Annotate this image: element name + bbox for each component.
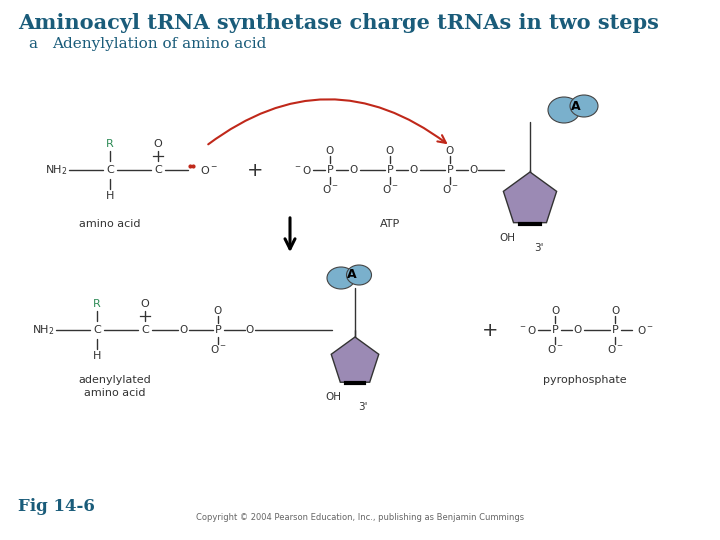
Text: ATP: ATP [380, 219, 400, 229]
Text: O: O [214, 306, 222, 316]
Text: +: + [482, 321, 498, 340]
Text: O: O [386, 146, 394, 156]
Text: A: A [571, 99, 581, 112]
Text: C: C [141, 325, 149, 335]
Text: +: + [247, 160, 264, 179]
Text: R: R [93, 299, 101, 309]
Polygon shape [331, 337, 379, 382]
Text: Adenylylation of amino acid: Adenylylation of amino acid [52, 37, 266, 51]
Text: O: O [246, 325, 254, 335]
Ellipse shape [327, 267, 355, 289]
Text: C: C [154, 165, 162, 175]
Text: 3': 3' [358, 402, 367, 412]
Text: O: O [140, 299, 149, 309]
Text: pyrophosphate: pyrophosphate [543, 375, 627, 385]
Text: amino acid: amino acid [79, 219, 140, 229]
Text: P: P [611, 325, 618, 335]
Text: O$^-$: O$^-$ [322, 183, 338, 195]
Text: O: O [470, 165, 478, 175]
Text: H: H [93, 351, 102, 361]
Text: O: O [326, 146, 334, 156]
Ellipse shape [570, 95, 598, 117]
Text: P: P [215, 325, 221, 335]
Text: NH$_2$: NH$_2$ [45, 163, 68, 177]
Text: A: A [347, 268, 357, 281]
Text: O: O [446, 146, 454, 156]
Text: O$^-$: O$^-$ [382, 183, 398, 195]
Text: O$^-$: O$^-$ [637, 324, 654, 336]
Text: O$^-$: O$^-$ [546, 343, 564, 355]
Text: a: a [28, 37, 37, 51]
Text: P: P [327, 165, 333, 175]
Text: O: O [551, 306, 559, 316]
Text: O: O [153, 139, 163, 149]
Ellipse shape [346, 265, 372, 285]
Ellipse shape [548, 97, 580, 123]
Text: O$^-$: O$^-$ [210, 343, 227, 355]
Text: 3': 3' [534, 243, 544, 253]
Text: O$^-$: O$^-$ [441, 183, 459, 195]
Text: Aminoacyl tRNA synthetase charge tRNAs in two steps: Aminoacyl tRNA synthetase charge tRNAs i… [18, 13, 659, 33]
Text: OH: OH [499, 233, 515, 243]
Text: O: O [179, 325, 187, 335]
Polygon shape [503, 172, 557, 222]
Text: OH: OH [325, 392, 341, 402]
Text: P: P [387, 165, 393, 175]
Text: O$^-$: O$^-$ [606, 343, 624, 355]
Text: O: O [350, 165, 358, 175]
Text: amino acid: amino acid [84, 388, 145, 398]
Text: P: P [446, 165, 454, 175]
Text: Copyright © 2004 Pearson Education, Inc., publishing as Benjamin Cummings: Copyright © 2004 Pearson Education, Inc.… [196, 514, 524, 523]
Text: adenylylated: adenylylated [78, 375, 151, 385]
Text: R: R [106, 139, 114, 149]
Text: P: P [552, 325, 559, 335]
Text: $^-$O: $^-$O [518, 324, 537, 336]
Text: C: C [106, 165, 114, 175]
Text: O: O [611, 306, 619, 316]
Text: NH$_2$: NH$_2$ [32, 323, 55, 337]
Text: O: O [574, 325, 582, 335]
Text: H: H [106, 191, 114, 201]
Text: C: C [93, 325, 101, 335]
Text: $^-$O: $^-$O [293, 164, 312, 176]
Text: O$^-$: O$^-$ [200, 164, 218, 176]
Text: Fig 14-6: Fig 14-6 [18, 498, 95, 515]
Text: O: O [410, 165, 418, 175]
